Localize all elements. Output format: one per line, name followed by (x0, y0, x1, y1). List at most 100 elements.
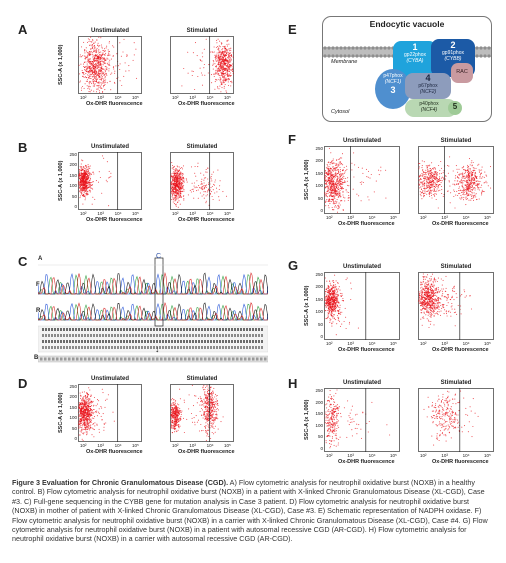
flow-plot-12 (418, 388, 494, 452)
flow-plot-5 (78, 384, 142, 442)
y-axis-label: SSC-A (x 1,000) (304, 285, 310, 326)
y-tick-label: 0 (320, 446, 323, 451)
x-tick-label: 10⁵ (484, 341, 491, 346)
event-dots (324, 389, 391, 449)
panel-label-b: B (18, 140, 28, 155)
rac-shape (451, 63, 473, 83)
x-tick-label: 10² (172, 95, 179, 100)
y-tick-label: 100 (315, 309, 323, 315)
x-tick-label: 10⁴ (462, 215, 470, 220)
x-tick-label: 10² (80, 95, 87, 100)
gp91phox-number: 2 (450, 40, 456, 50)
plot-frame (418, 388, 494, 452)
plot-frame (324, 388, 400, 452)
panel-label-e: E (288, 22, 297, 37)
x-axis-label: Ox-DHR fluorescence (432, 459, 489, 465)
nadph-oxidase-schematic: Endocytic vacuole Membrane Cytosol 1 gp2… (322, 16, 492, 122)
event-dots (324, 274, 359, 336)
sequencing-panel: A F R B C ↓ (34, 253, 269, 364)
x-axis-label: Ox-DHR fluorescence (432, 221, 489, 227)
scatter-area (418, 388, 494, 452)
plot-frame (78, 36, 142, 94)
panel-label-h: H (288, 376, 298, 391)
event-dots (324, 147, 387, 213)
p22phox-number: 1 (412, 42, 418, 52)
x-tick-label: 10⁴ (114, 211, 122, 216)
panel-label-f: F (288, 132, 296, 147)
x-tick-label: 10⁴ (206, 95, 214, 100)
x-tick-label: 10² (420, 453, 427, 458)
y-tick-label: 0 (320, 208, 323, 213)
p67phox-shape (405, 73, 451, 99)
rac-label: RAC (456, 69, 468, 75)
condition-label: Stimulated (440, 264, 472, 270)
y-tick-label: 100 (69, 183, 77, 189)
condition-label: Unstimulated (90, 144, 129, 150)
flow-plot-11 (324, 388, 400, 452)
scatter-area (170, 384, 234, 442)
x-tick-label: 10² (172, 443, 179, 448)
y-tick-label: 50 (317, 434, 323, 440)
scatter-area (324, 388, 400, 452)
flow-plot-2 (170, 36, 234, 94)
condition-label: Stimulated (186, 28, 218, 34)
y-tick-label: 0 (320, 334, 323, 339)
x-tick-label: 10² (326, 453, 333, 458)
x-tick-label: 10² (80, 443, 87, 448)
x-tick-label: 10² (172, 211, 179, 216)
y-tick-label: 200 (315, 399, 323, 405)
y-tick-label: 50 (317, 195, 323, 201)
y-tick-label: 150 (69, 172, 77, 178)
x-tick-label: 10⁵ (132, 211, 139, 216)
x-axis-label: Ox-DHR fluorescence (86, 217, 143, 223)
p67phox-number: 4 (425, 73, 431, 83)
x-tick-label: 10³ (189, 211, 196, 216)
plot-frame (418, 146, 494, 214)
panel-label-a: A (18, 22, 28, 37)
cytosol-label: Cytosol (331, 109, 350, 115)
x-tick-label: 10⁵ (390, 215, 397, 220)
vacuole-diagram (323, 39, 491, 117)
y-tick-label: 200 (315, 158, 323, 164)
condition-label: Unstimulated (90, 376, 129, 382)
flow-plot-10 (418, 272, 494, 340)
y-axis-label: SSC-A (x 1,000) (58, 392, 64, 433)
track-b-label: B (34, 355, 39, 361)
gp91phox-gene: (CYBB) (444, 56, 462, 62)
x-tick-label: 10² (326, 215, 333, 220)
x-tick-label: 10² (420, 215, 427, 220)
x-axis-label: Ox-DHR fluorescence (432, 347, 489, 353)
p40phox-number: 5 (452, 102, 458, 111)
y-tick-label: 150 (315, 411, 323, 417)
p22phox-box: 1 gp22phox (CYBA) (393, 42, 437, 64)
plot-frame (78, 152, 142, 210)
figure-caption: Figure 3 Evaluation for Chronic Granulom… (12, 478, 496, 544)
x-tick-label: 10⁵ (132, 443, 139, 448)
gp91phox-box: 2 gp91phox (CYBB) (431, 40, 475, 62)
x-tick-label: 10⁵ (224, 211, 231, 216)
event-dots (418, 156, 492, 209)
mutation-box (154, 257, 164, 327)
plot-frame (324, 272, 400, 340)
figure: A B C D E F G H Unstimulated 10² 10³ 10⁴ 10⁵… (18, 16, 494, 465)
scatter-area (170, 152, 234, 210)
membrane-label: Membrane (331, 59, 358, 65)
y-tick-label: 0 (74, 436, 77, 441)
p40phox-name: p40phox (419, 101, 439, 107)
x-tick-label: 10³ (347, 215, 354, 220)
y-tick-label: 50 (317, 321, 323, 327)
y-axis-label: SSC-A (x 1,000) (304, 159, 310, 200)
y-tick-label: 150 (315, 170, 323, 176)
p67phox-box: 4 p67phox (NCF2) (405, 73, 451, 96)
x-tick-label: 10⁴ (368, 341, 376, 346)
flow-plot-3 (78, 152, 142, 210)
x-tick-label: 10³ (97, 443, 104, 448)
x-tick-label: 10⁴ (206, 211, 214, 216)
scatter-area (78, 36, 142, 94)
y-axis-label: SSC-A (x 1,000) (304, 399, 310, 440)
y-tick-label: 100 (315, 422, 323, 428)
y-tick-label: 250 (69, 384, 77, 389)
arrow-down-icon: ↓ (155, 344, 160, 354)
flow-plot-7 (324, 146, 400, 214)
p22phox-gene: (CYBA) (406, 58, 424, 64)
